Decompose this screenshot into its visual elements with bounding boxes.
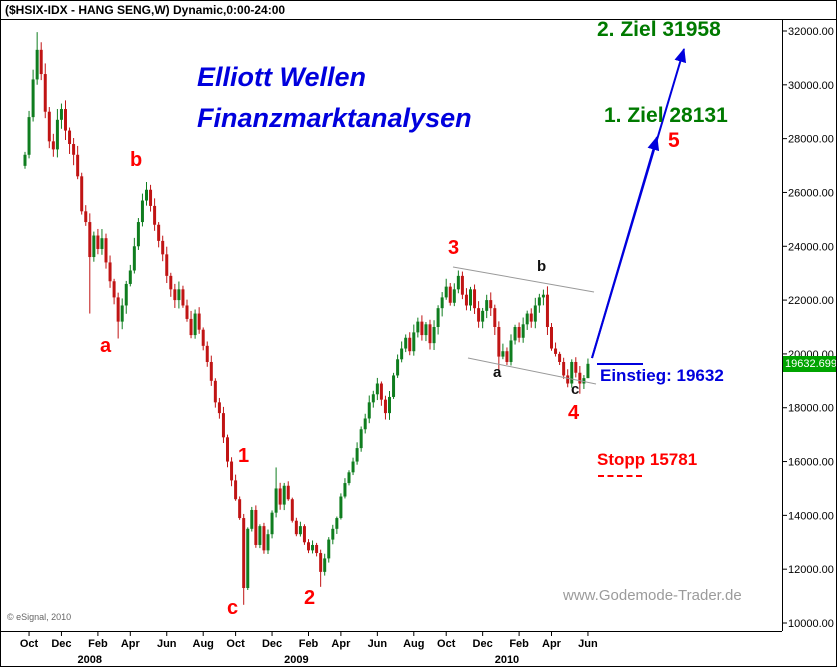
wave-b-red-label: b: [130, 149, 143, 171]
svg-text:28000.00: 28000.00: [788, 134, 834, 146]
svg-text:Dec: Dec: [473, 638, 493, 650]
svg-text:Dec: Dec: [262, 638, 282, 650]
svg-text:Oct: Oct: [226, 638, 245, 650]
svg-text:Feb: Feb: [509, 638, 529, 650]
stop-underline: [598, 475, 642, 477]
wave-a-black-label: a: [493, 364, 502, 381]
svg-text:Jun: Jun: [578, 638, 598, 650]
svg-text:Apr: Apr: [121, 638, 141, 650]
svg-text:2010: 2010: [495, 654, 519, 666]
svg-text:Feb: Feb: [299, 638, 319, 650]
svg-text:22000.00: 22000.00: [788, 295, 834, 307]
svg-text:24000.00: 24000.00: [788, 241, 834, 253]
svg-text:Apr: Apr: [542, 638, 562, 650]
wave-1-red-label: 1: [238, 445, 250, 467]
svg-text:Aug: Aug: [193, 638, 214, 650]
entry-label: Einstieg: 19632: [600, 366, 724, 385]
headline: Elliott Wellen Finanzmarktanalysen: [197, 57, 472, 139]
svg-text:Aug: Aug: [403, 638, 424, 650]
target-1-label: 1. Ziel 28131: [604, 104, 728, 127]
wave-4-red-label: 4: [568, 402, 580, 424]
svg-text:16000.00: 16000.00: [788, 457, 834, 469]
wave-2-red-label: 2: [304, 587, 316, 609]
chart-title: ($HSIX-IDX - HANG SENG,W) Dynamic,0:00-2…: [5, 3, 286, 17]
last-price-tag: 19632.699: [783, 356, 837, 372]
wave-5-label: 5: [668, 129, 680, 152]
svg-text:2008: 2008: [78, 654, 102, 666]
wave-a-red-label: a: [100, 335, 112, 357]
svg-text:26000.00: 26000.00: [788, 187, 834, 199]
wave-c-red-label: c: [227, 597, 239, 619]
headline-line1: Elliott Wellen: [197, 62, 367, 92]
svg-text:2009: 2009: [284, 654, 308, 666]
target-2-label: 2. Ziel 31958: [597, 18, 721, 41]
wave-3-red-label: 3: [448, 237, 460, 259]
svg-text:Feb: Feb: [88, 638, 108, 650]
headline-line2: Finanzmarktanalysen: [197, 103, 472, 133]
copyright-notice: © eSignal, 2010: [7, 612, 72, 622]
svg-text:14000.00: 14000.00: [788, 510, 834, 522]
svg-text:32000.00: 32000.00: [788, 26, 834, 38]
svg-text:18000.00: 18000.00: [788, 403, 834, 415]
svg-text:Jun: Jun: [157, 638, 177, 650]
wave-b-black-label: b: [537, 258, 547, 275]
svg-text:Oct: Oct: [437, 638, 456, 650]
stop-label: Stopp 15781: [597, 450, 698, 469]
svg-text:Dec: Dec: [51, 638, 71, 650]
watermark: www.Godemode-Trader.de: [563, 587, 742, 604]
wave-c-black-label: c: [571, 381, 580, 398]
svg-text:Apr: Apr: [331, 638, 351, 650]
svg-text:Oct: Oct: [20, 638, 39, 650]
svg-text:30000.00: 30000.00: [788, 80, 834, 92]
svg-text:Jun: Jun: [368, 638, 388, 650]
svg-text:12000.00: 12000.00: [788, 564, 834, 576]
svg-text:10000.00: 10000.00: [788, 618, 834, 630]
